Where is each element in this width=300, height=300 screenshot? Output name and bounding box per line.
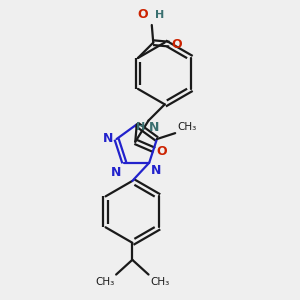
Text: CH₃: CH₃ [95,277,114,287]
Text: O: O [138,8,148,22]
Text: N: N [149,121,160,134]
Text: N: N [103,132,114,145]
Text: H: H [136,122,146,132]
Text: O: O [171,38,182,51]
Text: N: N [151,164,161,177]
Text: N: N [111,166,121,179]
Text: H: H [155,10,164,20]
Text: CH₃: CH₃ [177,122,196,132]
Text: CH₃: CH₃ [150,277,170,287]
Text: O: O [157,145,167,158]
